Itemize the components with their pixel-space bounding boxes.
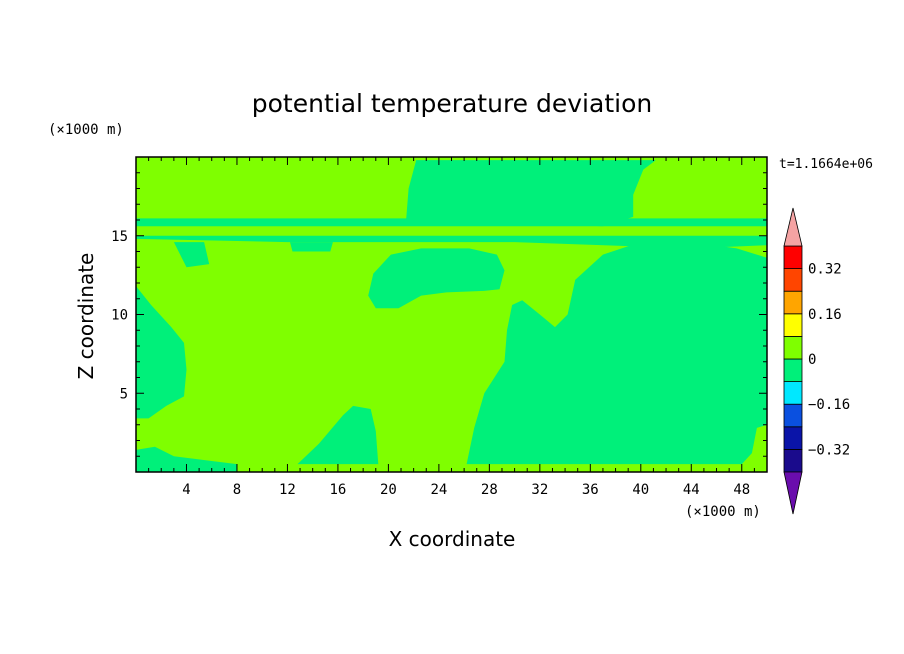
plot-area	[136, 157, 767, 472]
x-tick-label: 44	[683, 482, 700, 498]
x-axis: 4 8 12 16 20 24 28 32 36 40 44 48	[182, 482, 750, 498]
colorbar-label: 0.32	[808, 262, 842, 278]
colorbar-swatch	[783, 290, 803, 315]
x-axis-label: X coordinate	[389, 527, 516, 551]
x-tick-label: 4	[182, 482, 190, 498]
colorbar-label: −0.32	[808, 442, 850, 458]
x-tick-label: 16	[329, 482, 346, 498]
x-tick-label: 28	[481, 482, 498, 498]
x-tick-label: 12	[279, 482, 296, 498]
chart-title: potential temperature deviation	[252, 89, 652, 118]
field-region-lower-central-lobe	[297, 405, 379, 465]
colorbar-label: 0	[808, 352, 816, 368]
time-label: t=1.1664e+06	[779, 157, 873, 172]
colorbar-swatch	[783, 403, 803, 428]
x-tick-label: 20	[380, 482, 397, 498]
y-tick-label: 5	[120, 386, 128, 402]
y-axis: 5 10 15	[111, 229, 128, 403]
colorbar-swatch	[783, 358, 803, 383]
y-unit-label: (×1000 m)	[48, 122, 124, 138]
colorbar-swatch	[783, 268, 803, 292]
colorbar: −0.32 −0.16 0 0.16 0.32	[783, 207, 850, 515]
colorbar-swatch	[783, 448, 803, 473]
colorbar-swatch	[783, 245, 803, 270]
x-tick-label: 24	[430, 482, 447, 498]
colorbar-swatch	[783, 381, 803, 405]
x-tick-label: 8	[233, 482, 241, 498]
x-tick-label: 36	[582, 482, 599, 498]
field-region-left-cold-pool	[136, 286, 187, 419]
field-region-speckle-mid	[290, 242, 333, 252]
field-region-speckle-right	[678, 242, 722, 255]
field-region-tropopause-band-lower	[136, 235, 767, 249]
colorbar-under-triangle	[783, 471, 803, 515]
colorbar-label: −0.16	[808, 397, 850, 413]
colorbar-swatch	[783, 426, 803, 450]
field-region-upper-right-dome	[406, 160, 656, 227]
x-unit-label: (×1000 m)	[685, 504, 761, 520]
colorbar-label: 0.16	[808, 307, 842, 323]
plot-frame	[135, 156, 768, 473]
colorbar-swatch	[783, 313, 803, 337]
y-axis-label: Z coordinate	[74, 253, 98, 380]
field-region-right-cold-block	[466, 242, 767, 465]
x-tick-label: 40	[632, 482, 649, 498]
field-region-tropopause-band-upper	[136, 218, 767, 227]
y-tick-label: 10	[111, 308, 128, 324]
field-region-upper-central-plume	[368, 248, 505, 309]
field-region-speckle-left	[173, 242, 210, 268]
colorbar-over-triangle	[783, 207, 803, 247]
x-tick-label: 32	[531, 482, 548, 498]
field-region-bottom-left-strip	[136, 446, 237, 472]
y-tick-label: 15	[111, 229, 128, 245]
colorbar-swatch	[783, 335, 803, 360]
x-tick-label: 48	[733, 482, 750, 498]
